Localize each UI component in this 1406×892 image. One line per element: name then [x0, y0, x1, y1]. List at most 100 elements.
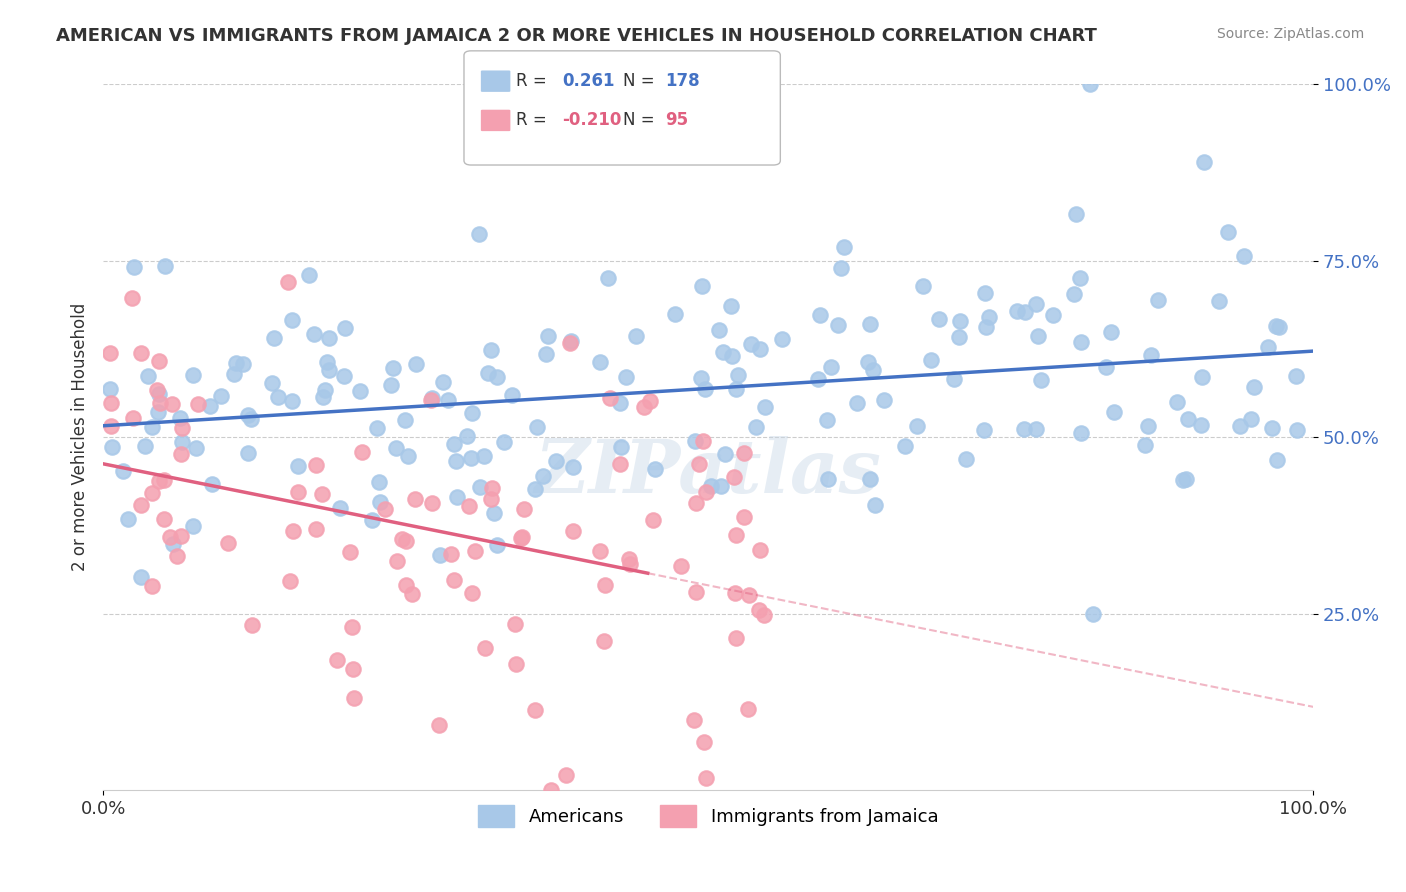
Point: [217, 536, 239, 550]
Point: [100, 440, 122, 454]
Point: [724, 382, 747, 396]
Point: [523, 482, 546, 496]
Point: [277, 275, 299, 289]
Point: [368, 495, 391, 509]
Point: [444, 454, 467, 468]
Point: [1025, 297, 1047, 311]
Point: [644, 462, 666, 476]
Point: [832, 240, 855, 254]
Point: [98, 383, 121, 397]
Point: [733, 446, 755, 460]
Point: [721, 349, 744, 363]
Point: [894, 439, 917, 453]
Point: [974, 286, 997, 301]
Point: [692, 434, 714, 448]
Point: [614, 369, 637, 384]
Point: [437, 393, 460, 408]
Text: AMERICAN VS IMMIGRANTS FROM JAMAICA 2 OR MORE VEHICLES IN HOUSEHOLD CORRELATION : AMERICAN VS IMMIGRANTS FROM JAMAICA 2 OR…: [56, 27, 1097, 45]
Point: [170, 529, 193, 543]
Point: [380, 378, 402, 392]
Point: [526, 420, 548, 434]
Point: [329, 500, 352, 515]
Point: [619, 558, 641, 572]
Point: [146, 405, 169, 419]
Point: [446, 490, 468, 504]
Point: [141, 579, 163, 593]
Point: [443, 573, 465, 587]
Point: [186, 441, 208, 455]
Point: [146, 384, 169, 398]
Point: [1031, 373, 1053, 387]
Point: [920, 353, 942, 368]
Point: [283, 524, 305, 539]
Point: [1069, 271, 1091, 285]
Point: [162, 537, 184, 551]
Point: [1146, 293, 1168, 307]
Point: [481, 481, 503, 495]
Point: [342, 662, 364, 676]
Text: 95: 95: [665, 112, 688, 129]
Point: [977, 310, 1000, 324]
Point: [974, 319, 997, 334]
Point: [1025, 422, 1047, 436]
Point: [238, 446, 260, 460]
Point: [136, 369, 159, 384]
Point: [859, 471, 882, 485]
Point: [201, 476, 224, 491]
Point: [1189, 417, 1212, 432]
Point: [166, 549, 188, 563]
Point: [546, 454, 568, 468]
Point: [827, 318, 849, 332]
Text: R =: R =: [516, 112, 547, 129]
Point: [141, 486, 163, 500]
Point: [873, 392, 896, 407]
Point: [859, 317, 882, 331]
Point: [1014, 305, 1036, 319]
Point: [748, 603, 770, 617]
Point: [169, 410, 191, 425]
Point: [638, 394, 661, 409]
Point: [432, 375, 454, 389]
Point: [643, 513, 665, 527]
Point: [754, 400, 776, 414]
Y-axis label: 2 or more Vehicles in Household: 2 or more Vehicles in Household: [72, 303, 89, 571]
Text: ZIPatlas: ZIPatlas: [534, 436, 882, 508]
Point: [1218, 225, 1240, 239]
Point: [385, 554, 408, 568]
Point: [374, 501, 396, 516]
Point: [342, 620, 364, 634]
Point: [770, 332, 793, 346]
Point: [685, 434, 707, 448]
Point: [267, 390, 290, 404]
Point: [339, 545, 361, 559]
Point: [693, 734, 716, 748]
Point: [689, 371, 711, 385]
Point: [589, 544, 612, 558]
Point: [807, 372, 830, 386]
Point: [477, 366, 499, 380]
Point: [200, 399, 222, 413]
Point: [366, 420, 388, 434]
Point: [470, 480, 492, 494]
Point: [420, 393, 443, 408]
Text: 0.261: 0.261: [562, 72, 614, 90]
Point: [609, 440, 631, 454]
Text: -0.210: -0.210: [562, 112, 621, 129]
Point: [1233, 248, 1256, 262]
Point: [524, 703, 547, 717]
Point: [170, 447, 193, 461]
Point: [1260, 421, 1282, 435]
Point: [1268, 319, 1291, 334]
Point: [481, 492, 503, 507]
Text: 178: 178: [665, 72, 700, 90]
Point: [391, 532, 413, 546]
Point: [748, 543, 770, 558]
Point: [562, 524, 585, 538]
Point: [723, 469, 745, 483]
Point: [287, 485, 309, 500]
Point: [149, 396, 172, 410]
Point: [599, 391, 621, 405]
Point: [352, 445, 374, 459]
Text: R =: R =: [516, 72, 547, 90]
Point: [160, 397, 183, 411]
